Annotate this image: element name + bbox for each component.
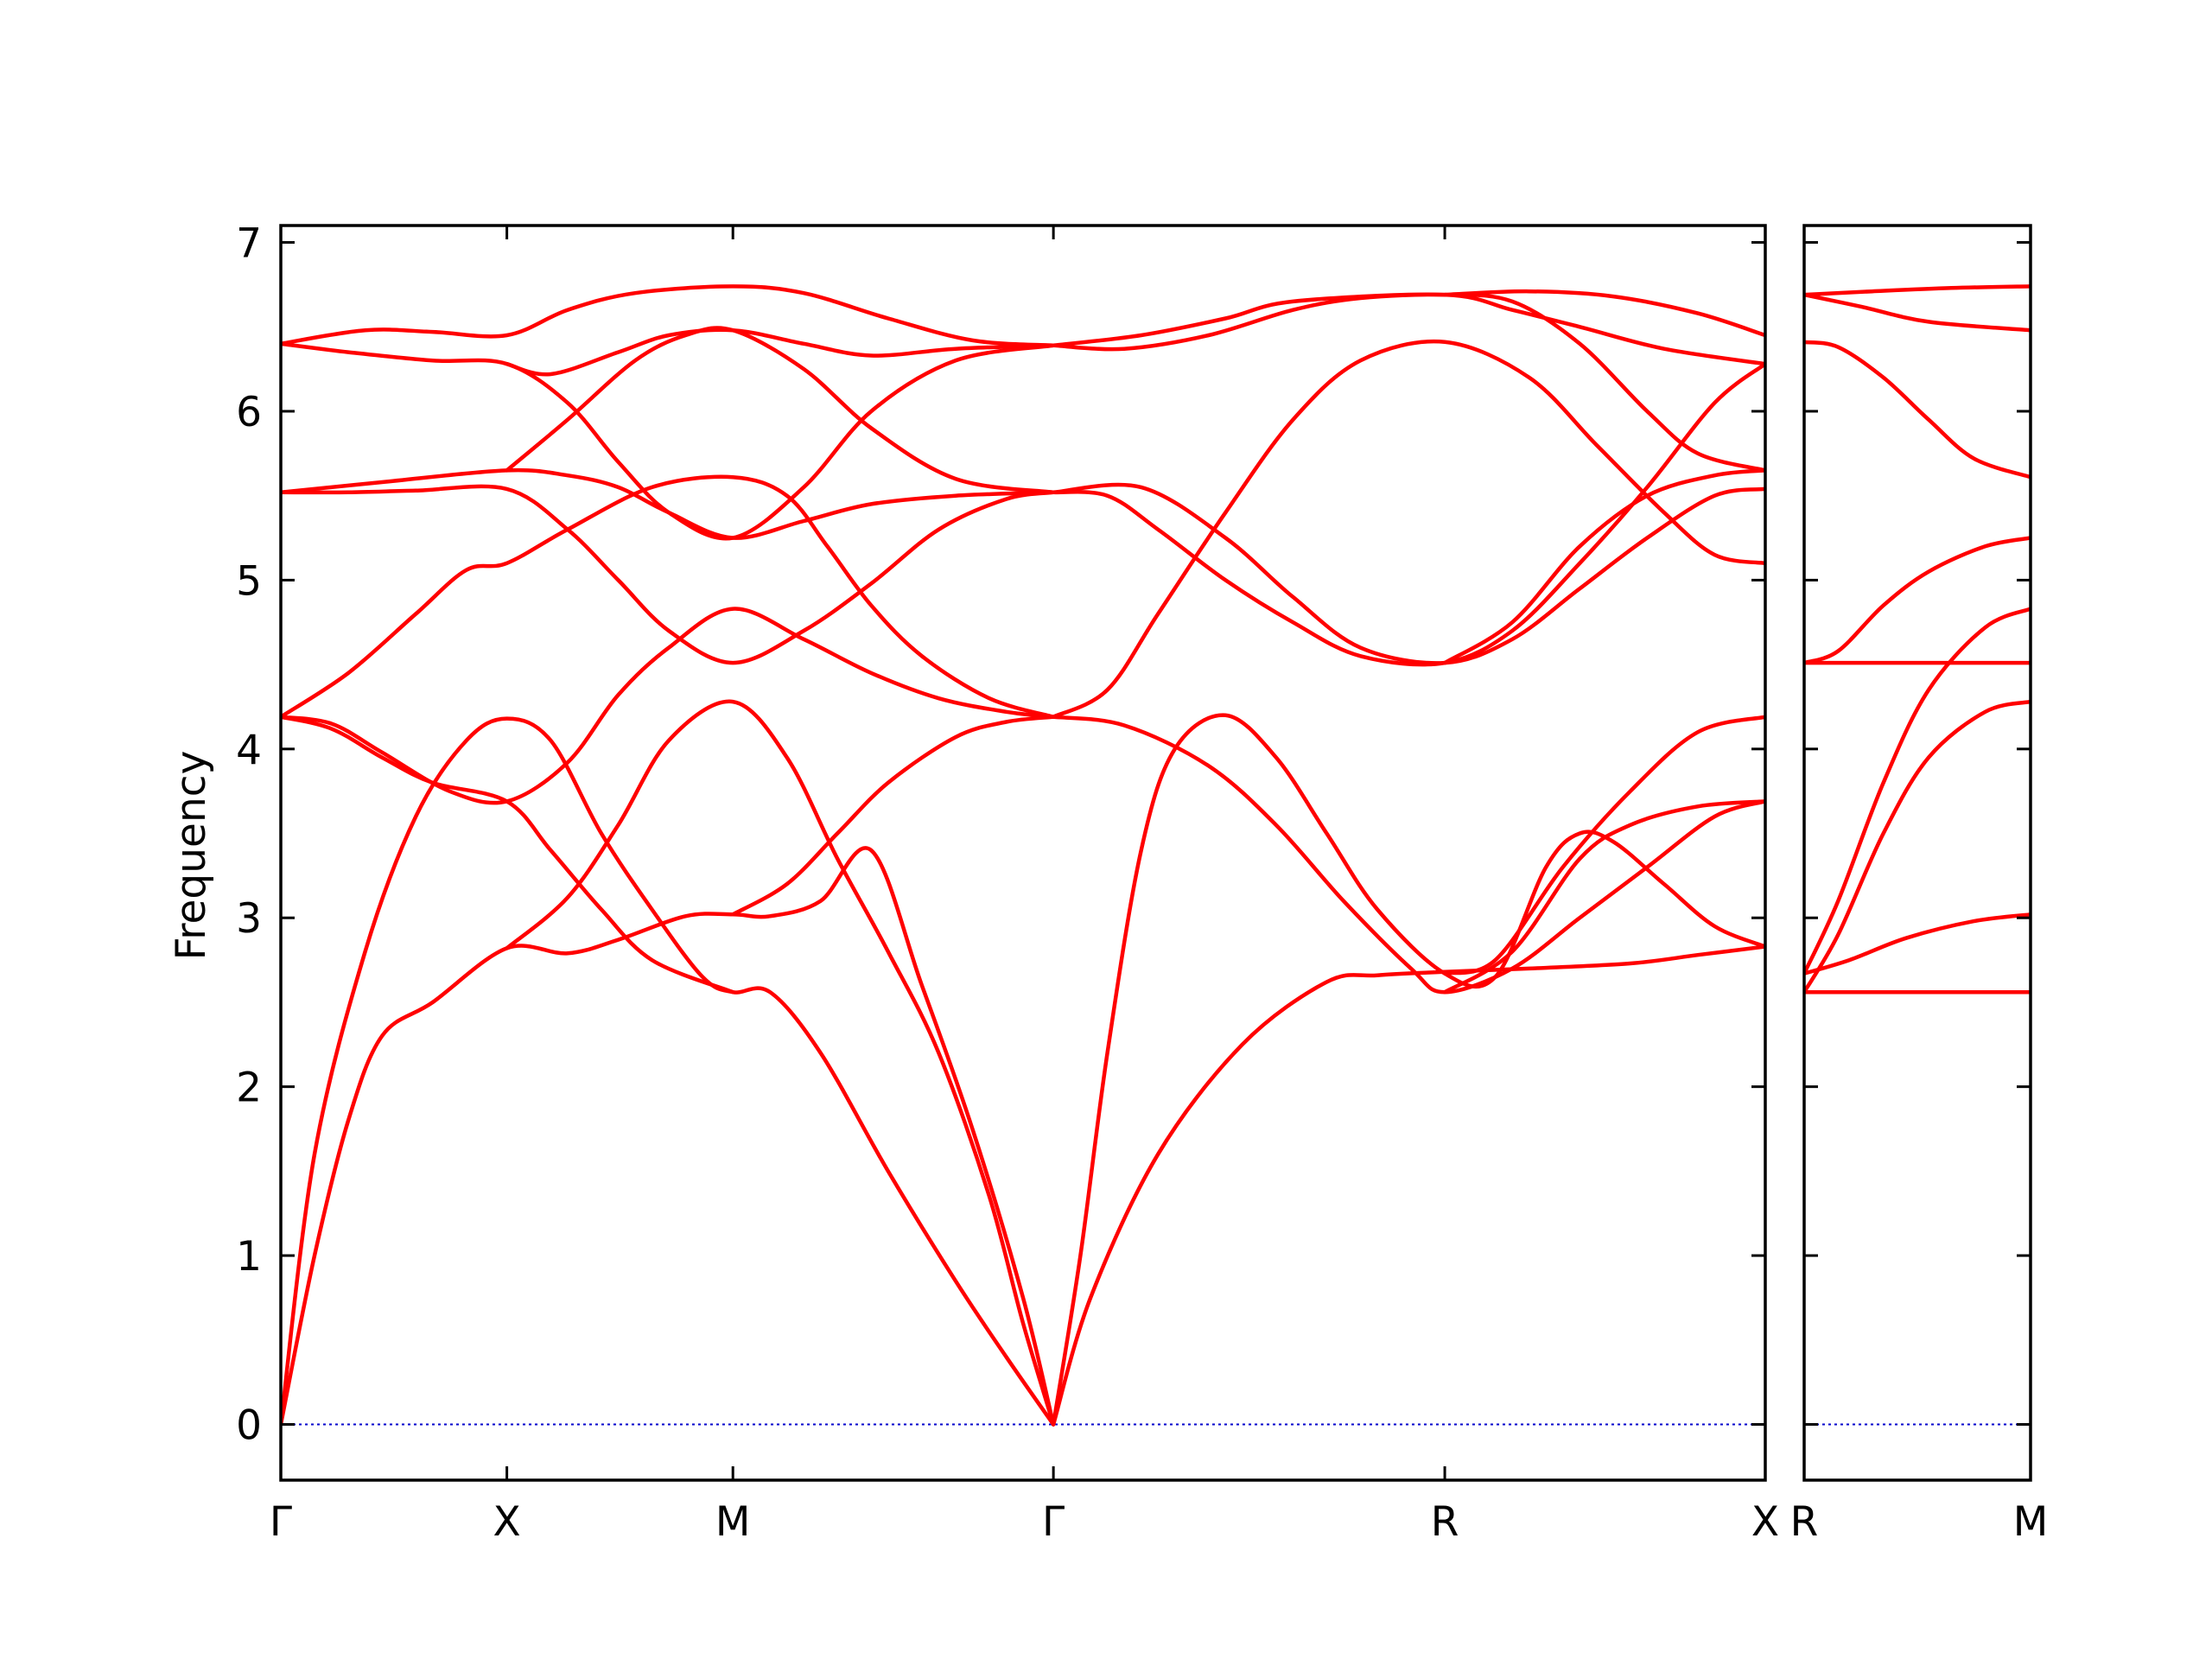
y-tick-label: 7 xyxy=(236,220,262,268)
y-tick-label: 0 xyxy=(236,1402,262,1450)
x-tick-label: R xyxy=(1790,1498,1819,1546)
y-axis-label: Frequency xyxy=(168,751,215,961)
band-line-left-6 xyxy=(730,715,1056,917)
band-line-left-2 xyxy=(281,716,1056,1427)
band-line-right-4 xyxy=(1804,607,2031,976)
x-tick-label: M xyxy=(715,1498,751,1546)
axes-frame-right xyxy=(1802,224,2032,1482)
band-line-right-6 xyxy=(1804,536,2031,665)
band-line-right-7 xyxy=(1804,340,2031,480)
band-line-left-14 xyxy=(1051,944,1765,1427)
band-line-left-10 xyxy=(281,341,1056,541)
band-line-left-4 xyxy=(281,607,1056,805)
band-line-left-21 xyxy=(1051,482,1765,665)
band-line-left-8 xyxy=(281,474,1056,719)
band-line-left-25 xyxy=(1442,289,1765,338)
band-line-left-1 xyxy=(281,846,1056,1427)
band-line-left-18 xyxy=(1442,715,1765,976)
band-line-left-5 xyxy=(505,699,1056,1427)
bands-left xyxy=(281,284,1765,1427)
bands-right xyxy=(1804,284,2031,995)
band-line-left-3 xyxy=(281,715,735,995)
band-line-right-9 xyxy=(1804,284,2031,297)
band-line-left-17 xyxy=(1442,799,1765,995)
x-tick-label: Γ xyxy=(1042,1498,1065,1546)
y-tick-label: 2 xyxy=(236,1065,262,1112)
band-line-left-22 xyxy=(1442,468,1765,665)
y-tick-label: 3 xyxy=(236,895,262,943)
x-tick-label: Γ xyxy=(270,1498,292,1546)
x-tick-label: M xyxy=(2013,1498,2049,1546)
y-tick-label: 4 xyxy=(236,727,262,774)
band-line-right-8 xyxy=(1804,292,2031,333)
y-tick-label: 1 xyxy=(236,1233,262,1281)
x-tick-label: X xyxy=(1751,1498,1779,1546)
x-tick-label: R xyxy=(1431,1498,1459,1546)
panel-left: 0 1 2 3 4 5 6 7 Γ X M Γ R X xyxy=(236,220,1779,1546)
band-line-right-2 xyxy=(1804,912,2031,976)
x-tick-label: X xyxy=(493,1498,521,1546)
band-line-left-24 xyxy=(1051,292,1765,366)
band-line-left-12 xyxy=(281,284,1056,348)
band-line-left-13 xyxy=(505,327,1056,377)
y-tick-label: 6 xyxy=(236,389,262,436)
y-tick-label: 5 xyxy=(236,557,262,605)
band-line-left-11 xyxy=(505,326,1056,495)
band-line-left-19 xyxy=(1051,339,1765,719)
band-line-left-7 xyxy=(281,484,1056,665)
axes-frame-left xyxy=(279,224,1767,1482)
band-line-left-16 xyxy=(1051,715,1765,995)
band-line-left-15 xyxy=(1051,713,1765,1427)
band-line-right-3 xyxy=(1804,699,2031,995)
